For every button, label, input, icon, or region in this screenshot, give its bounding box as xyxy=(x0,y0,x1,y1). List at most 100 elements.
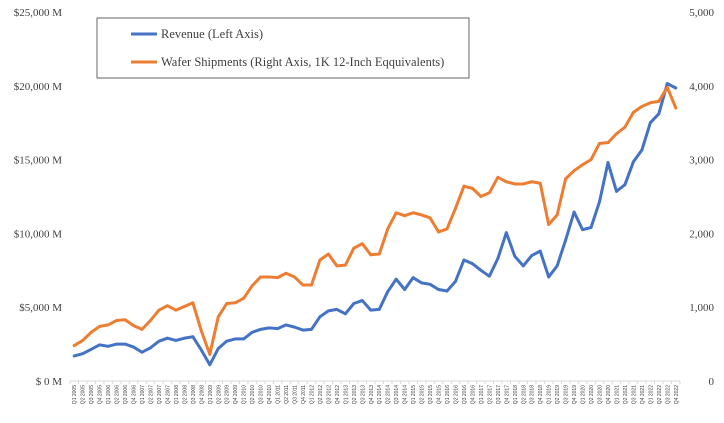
data-point-wafer-shipments xyxy=(369,253,373,257)
legend-box xyxy=(96,17,470,79)
data-point-revenue xyxy=(606,161,610,164)
x-axis-tick-label: Q4 2016 xyxy=(470,385,476,404)
data-point-wafer-shipments xyxy=(428,216,432,220)
data-point-revenue xyxy=(504,231,508,235)
left-axis-tick-label: $20,000 M xyxy=(14,81,63,93)
x-axis-tick-label: Q1 2016 xyxy=(445,385,451,404)
data-point-revenue xyxy=(174,339,178,342)
x-axis-tick-label: Q2 2011 xyxy=(284,385,290,404)
data-point-revenue xyxy=(589,226,593,229)
data-point-revenue xyxy=(462,258,466,262)
x-axis-tick-label: Q1 2012 xyxy=(309,385,315,404)
x-axis-tick-label: Q4 2006 xyxy=(132,385,138,404)
data-point-wafer-shipments xyxy=(310,283,313,287)
x-axis-tick-label: Q4 2008 xyxy=(199,385,205,404)
data-point-wafer-shipments xyxy=(233,301,237,305)
right-axis-tick-label: 3,000 xyxy=(689,155,714,167)
data-point-wafer-shipments xyxy=(487,191,491,195)
data-point-wafer-shipments xyxy=(199,329,203,333)
data-point-wafer-shipments xyxy=(632,110,635,114)
x-axis-tick-label: Q2 2009 xyxy=(216,385,222,404)
data-point-wafer-shipments xyxy=(216,315,220,319)
data-point-wafer-shipments xyxy=(132,324,135,328)
x-axis-tick-label: Q4 2012 xyxy=(335,385,341,404)
data-point-revenue xyxy=(420,281,423,285)
x-axis-tick-label: Q1 2015 xyxy=(411,385,417,404)
right-axis-tick-label: 0 xyxy=(709,376,715,388)
data-point-wafer-shipments xyxy=(547,223,551,226)
data-point-revenue xyxy=(327,309,330,313)
data-point-wafer-shipments xyxy=(72,344,76,347)
data-point-revenue xyxy=(471,262,474,266)
legend: Revenue (Left Axis) Wafer Shipments (Rig… xyxy=(96,17,470,79)
x-axis-tick-label: Q1 2019 xyxy=(547,385,553,404)
x-axis-tick-label: Q4 2011 xyxy=(301,385,307,404)
x-axis-tick-label: Q1 2014 xyxy=(377,385,383,404)
data-point-revenue xyxy=(81,352,85,356)
x-axis-tick-label: Q4 2017 xyxy=(504,385,510,404)
right-axis-tick-label: 1,000 xyxy=(689,302,714,314)
x-axis-tick-label: Q4 2005 xyxy=(98,385,104,404)
data-point-wafer-shipments xyxy=(640,105,644,108)
data-point-revenue xyxy=(233,337,237,341)
data-point-wafer-shipments xyxy=(115,319,118,322)
data-point-revenue xyxy=(377,308,381,311)
x-axis-tick-label: Q1 2010 xyxy=(242,385,248,404)
data-point-revenue xyxy=(242,337,246,341)
x-axis-tick-label: Q3 2020 xyxy=(598,385,604,404)
x-axis-tick-label: Q3 2022 xyxy=(665,385,671,404)
data-point-wafer-shipments xyxy=(89,330,93,334)
x-axis-tick-label: Q1 2020 xyxy=(581,385,587,404)
x-axis-tick-label: Q4 2021 xyxy=(640,385,646,404)
x-axis-tick-label: Q2 2012 xyxy=(318,385,324,404)
x-axis-tick-label: Q3 2016 xyxy=(462,385,468,404)
data-point-revenue xyxy=(623,183,627,187)
x-axis-tick-label: Q2 2008 xyxy=(182,385,188,404)
data-point-revenue xyxy=(267,326,271,330)
data-point-wafer-shipments xyxy=(106,323,110,327)
data-point-revenue xyxy=(428,282,432,286)
data-point-revenue xyxy=(208,363,212,367)
data-point-revenue xyxy=(598,200,601,204)
x-axis-tick-label: Q3 2014 xyxy=(394,385,400,404)
legend-label-revenue: Revenue (Left Axis) xyxy=(161,27,263,41)
data-point-wafer-shipments xyxy=(674,106,678,110)
x-axis-tick-labels: Q1 2005 Q2 2005 Q3 2005 Q4 2005 Q1 2006 Q2 20… xyxy=(69,381,681,404)
data-point-revenue xyxy=(360,299,364,302)
data-point-wafer-shipments xyxy=(335,264,339,268)
data-point-wafer-shipments xyxy=(284,271,288,275)
data-point-wafer-shipments xyxy=(318,258,322,262)
data-point-revenue xyxy=(530,254,534,257)
left-axis-tick-label: $5,000 M xyxy=(19,302,62,314)
x-axis-tick-label: Q2 2006 xyxy=(115,385,121,404)
data-point-revenue xyxy=(632,160,635,164)
x-axis-tick-label: Q3 2013 xyxy=(360,385,366,404)
x-axis-tick-label: Q3 2007 xyxy=(157,385,163,404)
x-axis-tick-label: Q1 2018 xyxy=(513,385,519,404)
data-point-revenue xyxy=(106,344,110,348)
data-point-wafer-shipments xyxy=(81,339,85,342)
series-wafer-shipments xyxy=(72,85,678,356)
x-axis-tick-label: Q1 2021 xyxy=(614,385,620,404)
x-axis-tick-label: Q1 2013 xyxy=(343,385,349,404)
data-point-revenue xyxy=(259,327,263,331)
data-point-revenue xyxy=(479,268,483,272)
data-point-revenue xyxy=(411,276,415,280)
data-point-revenue xyxy=(615,189,618,193)
x-axis-tick-label: Q3 2010 xyxy=(259,385,265,404)
data-point-revenue xyxy=(293,325,296,329)
x-axis-tick-label: Q1 2022 xyxy=(648,385,654,404)
data-point-wafer-shipments xyxy=(377,252,381,256)
x-axis-tick-label: Q3 2009 xyxy=(225,385,231,404)
data-point-wafer-shipments xyxy=(462,184,466,188)
data-point-revenue xyxy=(276,327,279,330)
data-point-revenue xyxy=(674,86,678,90)
data-point-wafer-shipments xyxy=(166,304,169,308)
data-point-wafer-shipments xyxy=(598,141,601,145)
data-point-wafer-shipments xyxy=(496,175,500,179)
x-axis-tick-label: Q3 2017 xyxy=(496,385,502,404)
data-point-revenue xyxy=(72,354,76,358)
data-point-wafer-shipments xyxy=(445,227,449,231)
data-point-wafer-shipments xyxy=(521,182,525,186)
